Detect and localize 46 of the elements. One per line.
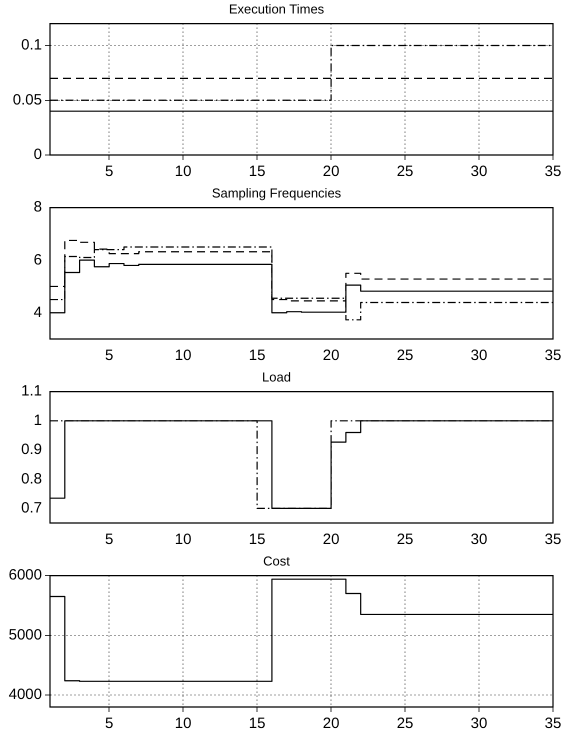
x-tick-label: 5 bbox=[105, 163, 114, 180]
y-tick-label: 4000 bbox=[8, 686, 42, 704]
x-tick-label: 10 bbox=[174, 347, 192, 364]
x-tick-label: 30 bbox=[470, 163, 488, 180]
x-tick-label: 35 bbox=[544, 163, 562, 180]
x-tick-label: 20 bbox=[322, 347, 340, 364]
chart-title: Sampling Frequencies bbox=[212, 185, 342, 200]
x-tick-label: 20 bbox=[322, 531, 340, 548]
x-tick-label: 30 bbox=[470, 715, 488, 732]
x-tick-label: 5 bbox=[105, 347, 114, 364]
x-tick-label: 20 bbox=[322, 163, 340, 180]
x-tick-label: 20 bbox=[322, 715, 340, 732]
x-tick-label: 35 bbox=[544, 347, 562, 364]
y-tick-label: 0 bbox=[34, 146, 42, 164]
y-tick-label: 6000 bbox=[8, 566, 42, 584]
x-tick-label: 15 bbox=[248, 163, 266, 180]
y-tick-label: 0.1 bbox=[21, 36, 42, 54]
x-tick-label: 25 bbox=[396, 531, 414, 548]
x-tick-label: 35 bbox=[544, 715, 562, 732]
y-tick-label: 5000 bbox=[8, 626, 42, 644]
x-tick-label: 10 bbox=[174, 715, 192, 732]
x-tick-label: 25 bbox=[396, 347, 414, 364]
x-tick-label: 25 bbox=[396, 163, 414, 180]
x-tick-label: 15 bbox=[248, 347, 266, 364]
x-tick-label: 5 bbox=[105, 531, 114, 548]
chart-title: Execution Times bbox=[228, 1, 325, 16]
x-tick-label: 10 bbox=[174, 163, 192, 180]
x-tick-label: 10 bbox=[174, 531, 192, 548]
chart-title: Cost bbox=[263, 553, 290, 568]
x-tick-label: 5 bbox=[105, 715, 114, 732]
y-tick-label: 0.9 bbox=[21, 441, 42, 458]
x-tick-label: 30 bbox=[470, 347, 488, 364]
y-tick-label: 0.8 bbox=[21, 470, 42, 488]
chart-title: Load bbox=[262, 369, 291, 384]
y-tick-label: 1 bbox=[34, 412, 42, 429]
x-tick-label: 35 bbox=[544, 531, 562, 548]
y-tick-label: 6 bbox=[34, 251, 42, 268]
y-tick-label: 8 bbox=[34, 198, 42, 216]
x-tick-label: 15 bbox=[248, 531, 266, 548]
y-tick-label: 1.1 bbox=[21, 382, 42, 400]
x-tick-label: 25 bbox=[396, 715, 414, 732]
x-tick-label: 15 bbox=[248, 715, 266, 732]
y-tick-label: 0.7 bbox=[21, 500, 42, 517]
x-tick-label: 30 bbox=[470, 531, 488, 548]
y-tick-label: 0.05 bbox=[12, 91, 42, 108]
y-tick-label: 4 bbox=[34, 304, 42, 321]
